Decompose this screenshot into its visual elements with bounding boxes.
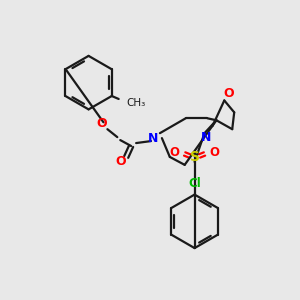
Text: N: N xyxy=(201,130,212,144)
Text: Cl: Cl xyxy=(188,177,201,190)
Text: O: O xyxy=(115,155,126,168)
Text: S: S xyxy=(190,150,200,164)
Text: O: O xyxy=(209,146,219,160)
Text: CH₃: CH₃ xyxy=(127,98,146,108)
Text: O: O xyxy=(96,117,107,130)
Text: O: O xyxy=(170,146,180,160)
Text: O: O xyxy=(223,87,234,100)
Text: N: N xyxy=(148,132,158,145)
